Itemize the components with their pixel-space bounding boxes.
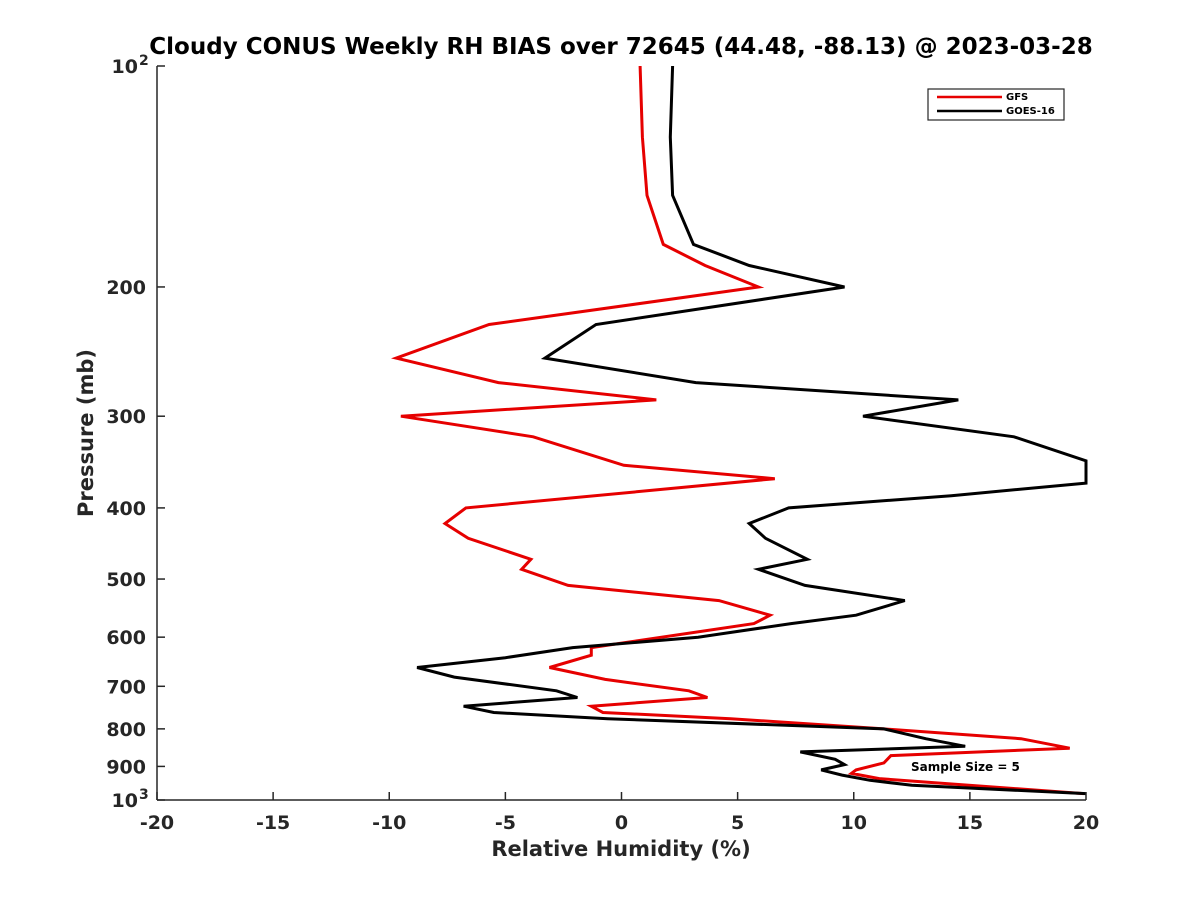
y-tick-label: 10 [112, 790, 138, 812]
series-layer [390, 65, 1088, 796]
x-tick-label: 5 [731, 812, 744, 834]
y-axis-label: Pressure (mb) [74, 349, 98, 517]
y-tick-label-exponent: 3 [139, 787, 149, 803]
y-tick-label-exponent: 2 [139, 53, 149, 69]
series-line-gfs [390, 65, 1084, 796]
y-tick-label: 800 [106, 719, 146, 741]
legend: GFS GOES-16 [927, 88, 1065, 121]
sample-size-annotation: Sample Size = 5 [911, 760, 1020, 774]
x-tick-label: -10 [372, 812, 406, 834]
x-tick-label: 0 [615, 812, 628, 834]
x-tick-label: -20 [140, 812, 174, 834]
y-tick-label: 10 [112, 56, 138, 78]
legend-box [927, 88, 1065, 121]
legend-label-gfs: GFS [1006, 92, 1028, 103]
x-tick-label: -15 [256, 812, 290, 834]
y-tick-label: 200 [106, 277, 146, 299]
x-tick-label: -5 [495, 812, 516, 834]
y-tick-label: 400 [106, 498, 146, 520]
y-tick-label: 300 [106, 406, 146, 428]
x-tick-label: 20 [1073, 812, 1099, 834]
y-tick-label: 900 [106, 756, 146, 778]
x-tick-label: 10 [841, 812, 867, 834]
series-line-goes-16 [416, 65, 1088, 796]
y-tick-label: 500 [106, 569, 146, 591]
x-axis-label: Relative Humidity (%) [491, 837, 750, 861]
legend-label-goes-16: GOES-16 [1006, 106, 1055, 117]
plot-area [156, 65, 1088, 801]
x-ticks: -20 -15 -10 -5 0 5 10 15 20 [140, 792, 1099, 834]
y-tick-label: 600 [106, 627, 146, 649]
y-tick-label: 700 [106, 676, 146, 698]
x-tick-label: 15 [957, 812, 983, 834]
chart-title: Cloudy CONUS Weekly RH BIAS over 72645 (… [149, 34, 1092, 60]
